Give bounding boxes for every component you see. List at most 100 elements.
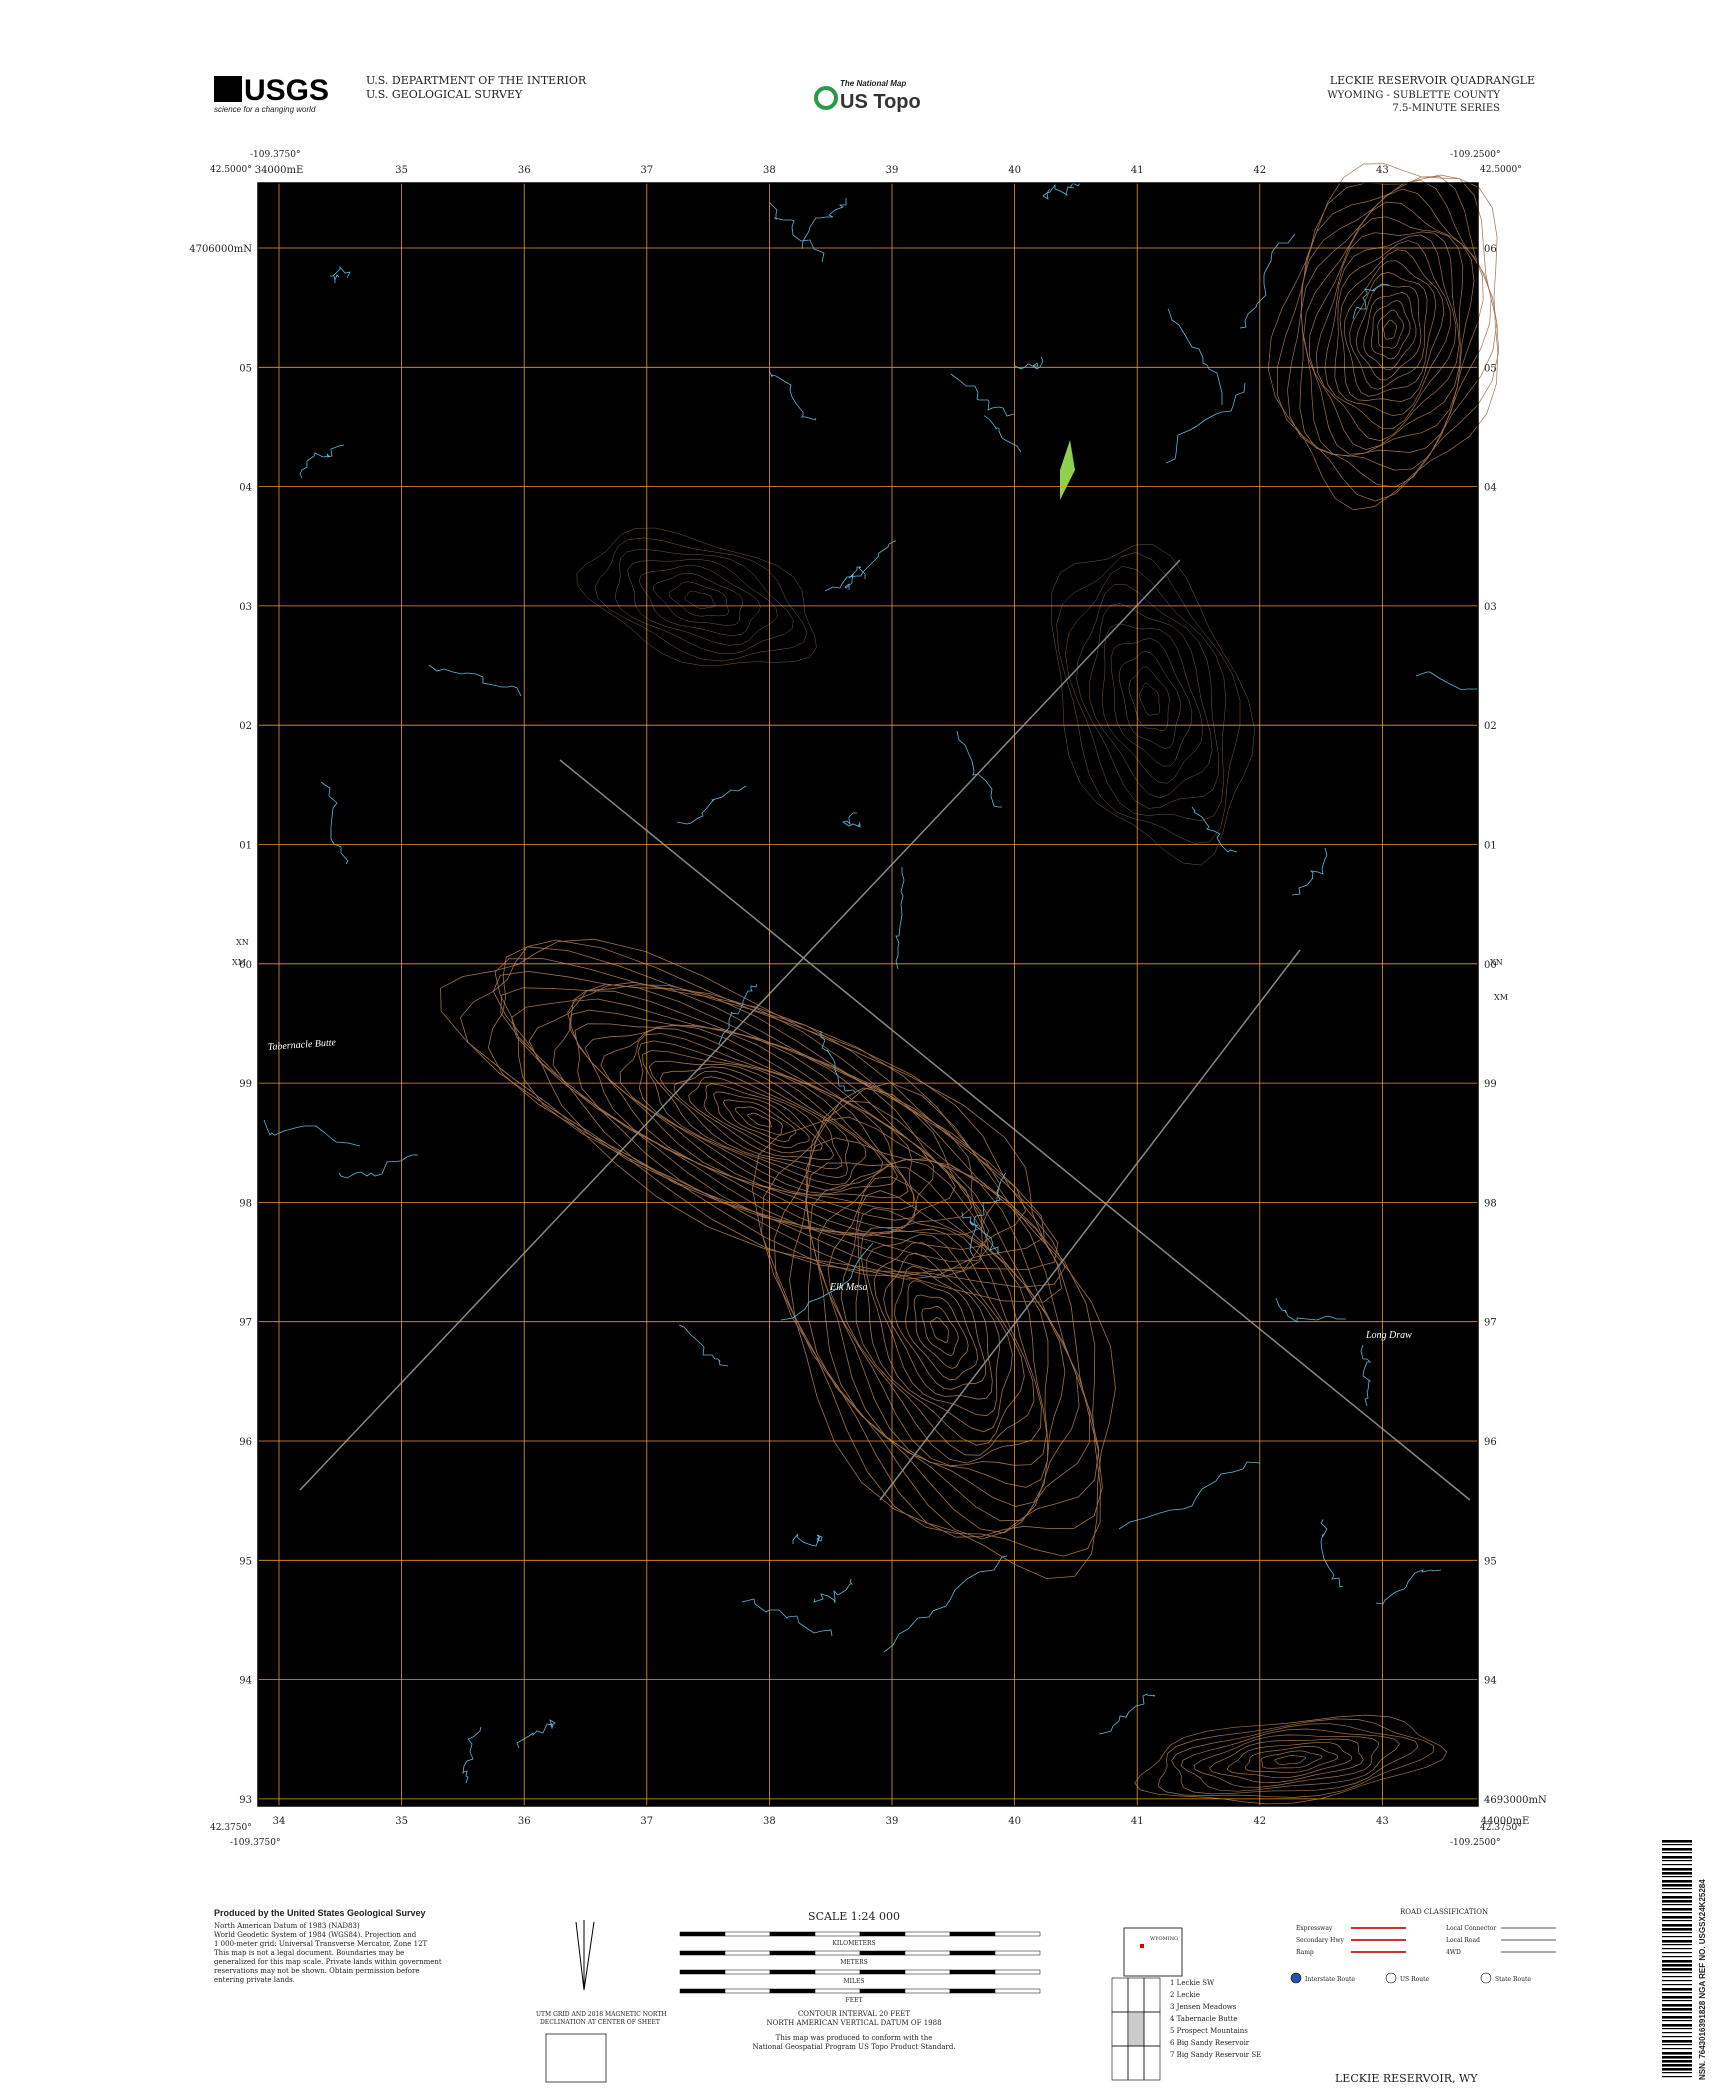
scale-unit: KILOMETERS: [832, 1940, 875, 1947]
corner-label: 42.5000°: [210, 165, 252, 175]
bar: [1662, 1964, 1692, 1967]
stream: [1239, 233, 1296, 329]
bar: [1662, 1908, 1692, 1911]
bar: [1662, 1860, 1692, 1862]
bar: [1662, 2012, 1692, 2014]
stream: [1165, 382, 1246, 464]
contour: [722, 1099, 797, 1143]
standard-note: This map was produced to conform with th…: [776, 2034, 933, 2042]
magnetic-north: [583, 1921, 595, 1991]
stream: [969, 1172, 1007, 1257]
contour: [568, 1009, 956, 1235]
contour: [576, 527, 817, 667]
quad-title: LECKIE RESERVOIR QUADRANGLE: [1330, 74, 1535, 87]
scale-segment: [769, 1988, 816, 1994]
scale-segment: [724, 1988, 771, 1994]
stream: [1042, 183, 1075, 200]
contour: [673, 1070, 843, 1170]
corner-label: -109.3750°: [250, 150, 300, 160]
credit-line: generalized for this map scale. Private …: [214, 1958, 442, 1966]
northing-label: 99: [1484, 1079, 1497, 1090]
grid-north: [575, 1921, 585, 1991]
contour: [1110, 638, 1193, 767]
northing-label: 02: [1484, 721, 1497, 732]
contour: [1118, 651, 1181, 749]
contour: [1056, 552, 1241, 844]
contour-note: CONTOUR INTERVAL 20 FEET: [798, 2010, 910, 2018]
contour: [817, 1165, 1049, 1488]
bar: [1662, 1980, 1692, 1982]
declination-mark: XM: [1494, 993, 1508, 1002]
easting-label: 39: [886, 165, 899, 176]
stream: [1375, 1569, 1442, 1605]
contour: [1300, 188, 1484, 457]
route-shield: [1385, 1972, 1397, 1984]
scale-segment: [994, 1950, 1041, 1956]
stream: [428, 664, 522, 697]
stream: [299, 444, 345, 479]
contour: [855, 1207, 1035, 1456]
easting-label: 38: [763, 165, 776, 176]
contour: [930, 1317, 950, 1343]
easting-label: 41: [1131, 1816, 1144, 1827]
contour-note: NORTH AMERICAN VERTICAL DATUM OF 1988: [766, 2019, 941, 2027]
standard-note: National Geospatial Program US Topo Prod…: [752, 2043, 955, 2051]
stream: [792, 1533, 823, 1547]
contour: [494, 958, 1045, 1280]
contour: [1343, 260, 1437, 397]
northing-label: 94: [1484, 1676, 1497, 1687]
contour: [789, 1116, 1100, 1540]
contour: [1209, 1738, 1364, 1784]
contour: [627, 558, 778, 646]
road-type: Local Connector: [1446, 1925, 1496, 1932]
route-shield: [1290, 1972, 1302, 1984]
bar: [1662, 2076, 1692, 2078]
bar: [1662, 1848, 1692, 1851]
scale-segment: [814, 1988, 861, 1994]
contour: [594, 537, 808, 662]
place-name: Tabernacle Butte: [267, 1037, 336, 1053]
state-name: WYOMING: [1150, 1936, 1178, 1942]
contour: [1139, 683, 1160, 716]
bar: [1662, 1956, 1692, 1958]
scale-segment: [904, 1950, 951, 1956]
corner-label: 42.5000°: [1480, 165, 1522, 175]
road-type: Local Road: [1446, 1937, 1480, 1944]
contour: [1315, 231, 1460, 442]
bar: [1662, 1904, 1692, 1906]
stream: [718, 983, 758, 1045]
declination-note: DECLINATION AT CENTER OF SHEET: [540, 2019, 660, 2026]
bar: [1662, 1972, 1692, 1974]
route-name: Interstate Route: [1305, 1976, 1355, 1983]
stream: [820, 1031, 857, 1094]
us-topo: US Topo: [840, 91, 921, 113]
northing-label: 05: [239, 363, 252, 374]
bar: [1662, 2016, 1692, 2019]
northing-label: 96: [1484, 1437, 1497, 1448]
contour: [913, 1294, 969, 1369]
grid-box: [545, 2033, 607, 2083]
usgs-logo: USGS science for a changing world: [214, 74, 329, 114]
bar: [1662, 1932, 1692, 1934]
stream: [676, 785, 747, 825]
credit-line: North American Datum of 1983 (NAD83): [214, 1922, 360, 1930]
bar: [1662, 2048, 1692, 2050]
stream: [813, 1578, 853, 1604]
scale-block: SCALE 1:24 000 KILOMETERS METERS MILES FEET…: [679, 1910, 1041, 2051]
quad-name: LECKIE RESERVOIR, WY: [1335, 2072, 1478, 2085]
contour: [1180, 1728, 1400, 1792]
bar: [1662, 1840, 1692, 1843]
stream: [1167, 308, 1223, 405]
stream: [741, 1598, 833, 1637]
stream: [1118, 1461, 1261, 1530]
bar: [1662, 2040, 1692, 2043]
declination-diagram: UTM GRID AND 2018 MAGNETIC NORTH DECLINA…: [536, 1920, 667, 2083]
stream: [516, 1719, 556, 1749]
contour: [809, 1158, 1066, 1507]
bar: [1662, 1996, 1692, 1999]
scale-segment: [769, 1969, 816, 1975]
bar: [1662, 1984, 1692, 1986]
credit-line: 1 000-meter grid: Universal Transverse M…: [214, 1940, 428, 1948]
bar: [1662, 2008, 1692, 2011]
logo-mark: [214, 76, 242, 102]
